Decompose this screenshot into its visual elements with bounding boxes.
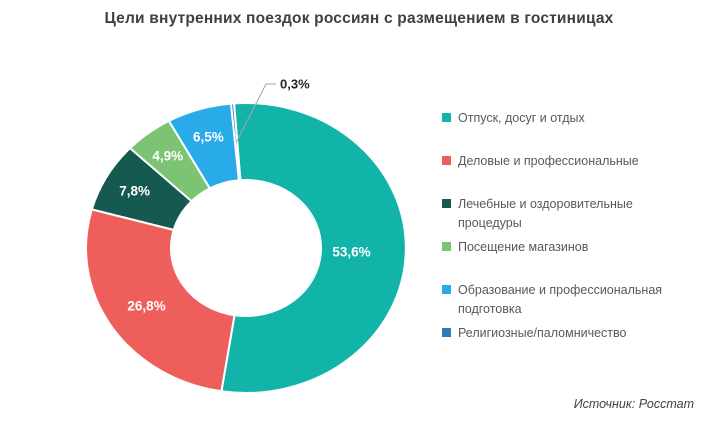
source-note: Источник: Росстат [573, 397, 694, 411]
legend-label: Отпуск, досуг и отдых [458, 111, 585, 125]
legend-item-0: Отпуск, досуг и отдых [442, 109, 704, 152]
legend-swatch-icon [442, 113, 451, 122]
legend-item-2: Лечебные и оздоровительные процедуры [442, 195, 704, 238]
legend-swatch-icon [442, 328, 451, 337]
legend-swatch-icon [442, 242, 451, 251]
donut-slice-0 [220, 102, 407, 394]
slice-label-0: 53,6% [332, 244, 370, 259]
legend-swatch-icon [442, 199, 451, 208]
legend-item-1: Деловые и профессиональные [442, 152, 704, 195]
donut-slice-1 [85, 208, 236, 393]
legend-label: Религиозные/паломничество [458, 326, 627, 340]
legend-swatch-icon [442, 285, 451, 294]
slice-label-1: 26,8% [127, 299, 165, 314]
slice-label-4: 6,5% [193, 130, 224, 145]
slice-label-2: 7,8% [119, 183, 150, 198]
legend-label: Посещение магазинов [458, 240, 589, 254]
legend-label: Деловые и профессиональные [458, 154, 639, 168]
legend-item-3: Посещение магазинов [442, 238, 704, 281]
legend-item-4: Образование и профессиональная подготовк… [442, 281, 704, 324]
chart-title: Цели внутренних поездок россиян с размещ… [104, 10, 614, 27]
legend-label: Лечебные и оздоровительные процедуры [458, 197, 633, 230]
donut-slice-5 [229, 102, 242, 182]
legend-label: Образование и профессиональная подготовк… [458, 283, 663, 316]
chart-legend: Отпуск, досуг и отдых Деловые и профессио… [442, 109, 704, 367]
legend-item-5: Религиозные/паломничество [442, 324, 704, 367]
legend-swatch-icon [442, 156, 451, 165]
slice-label-3: 4,9% [152, 149, 183, 164]
callout-leader-line [235, 83, 276, 143]
slice-callout-label-5: 0,3% [280, 77, 310, 92]
